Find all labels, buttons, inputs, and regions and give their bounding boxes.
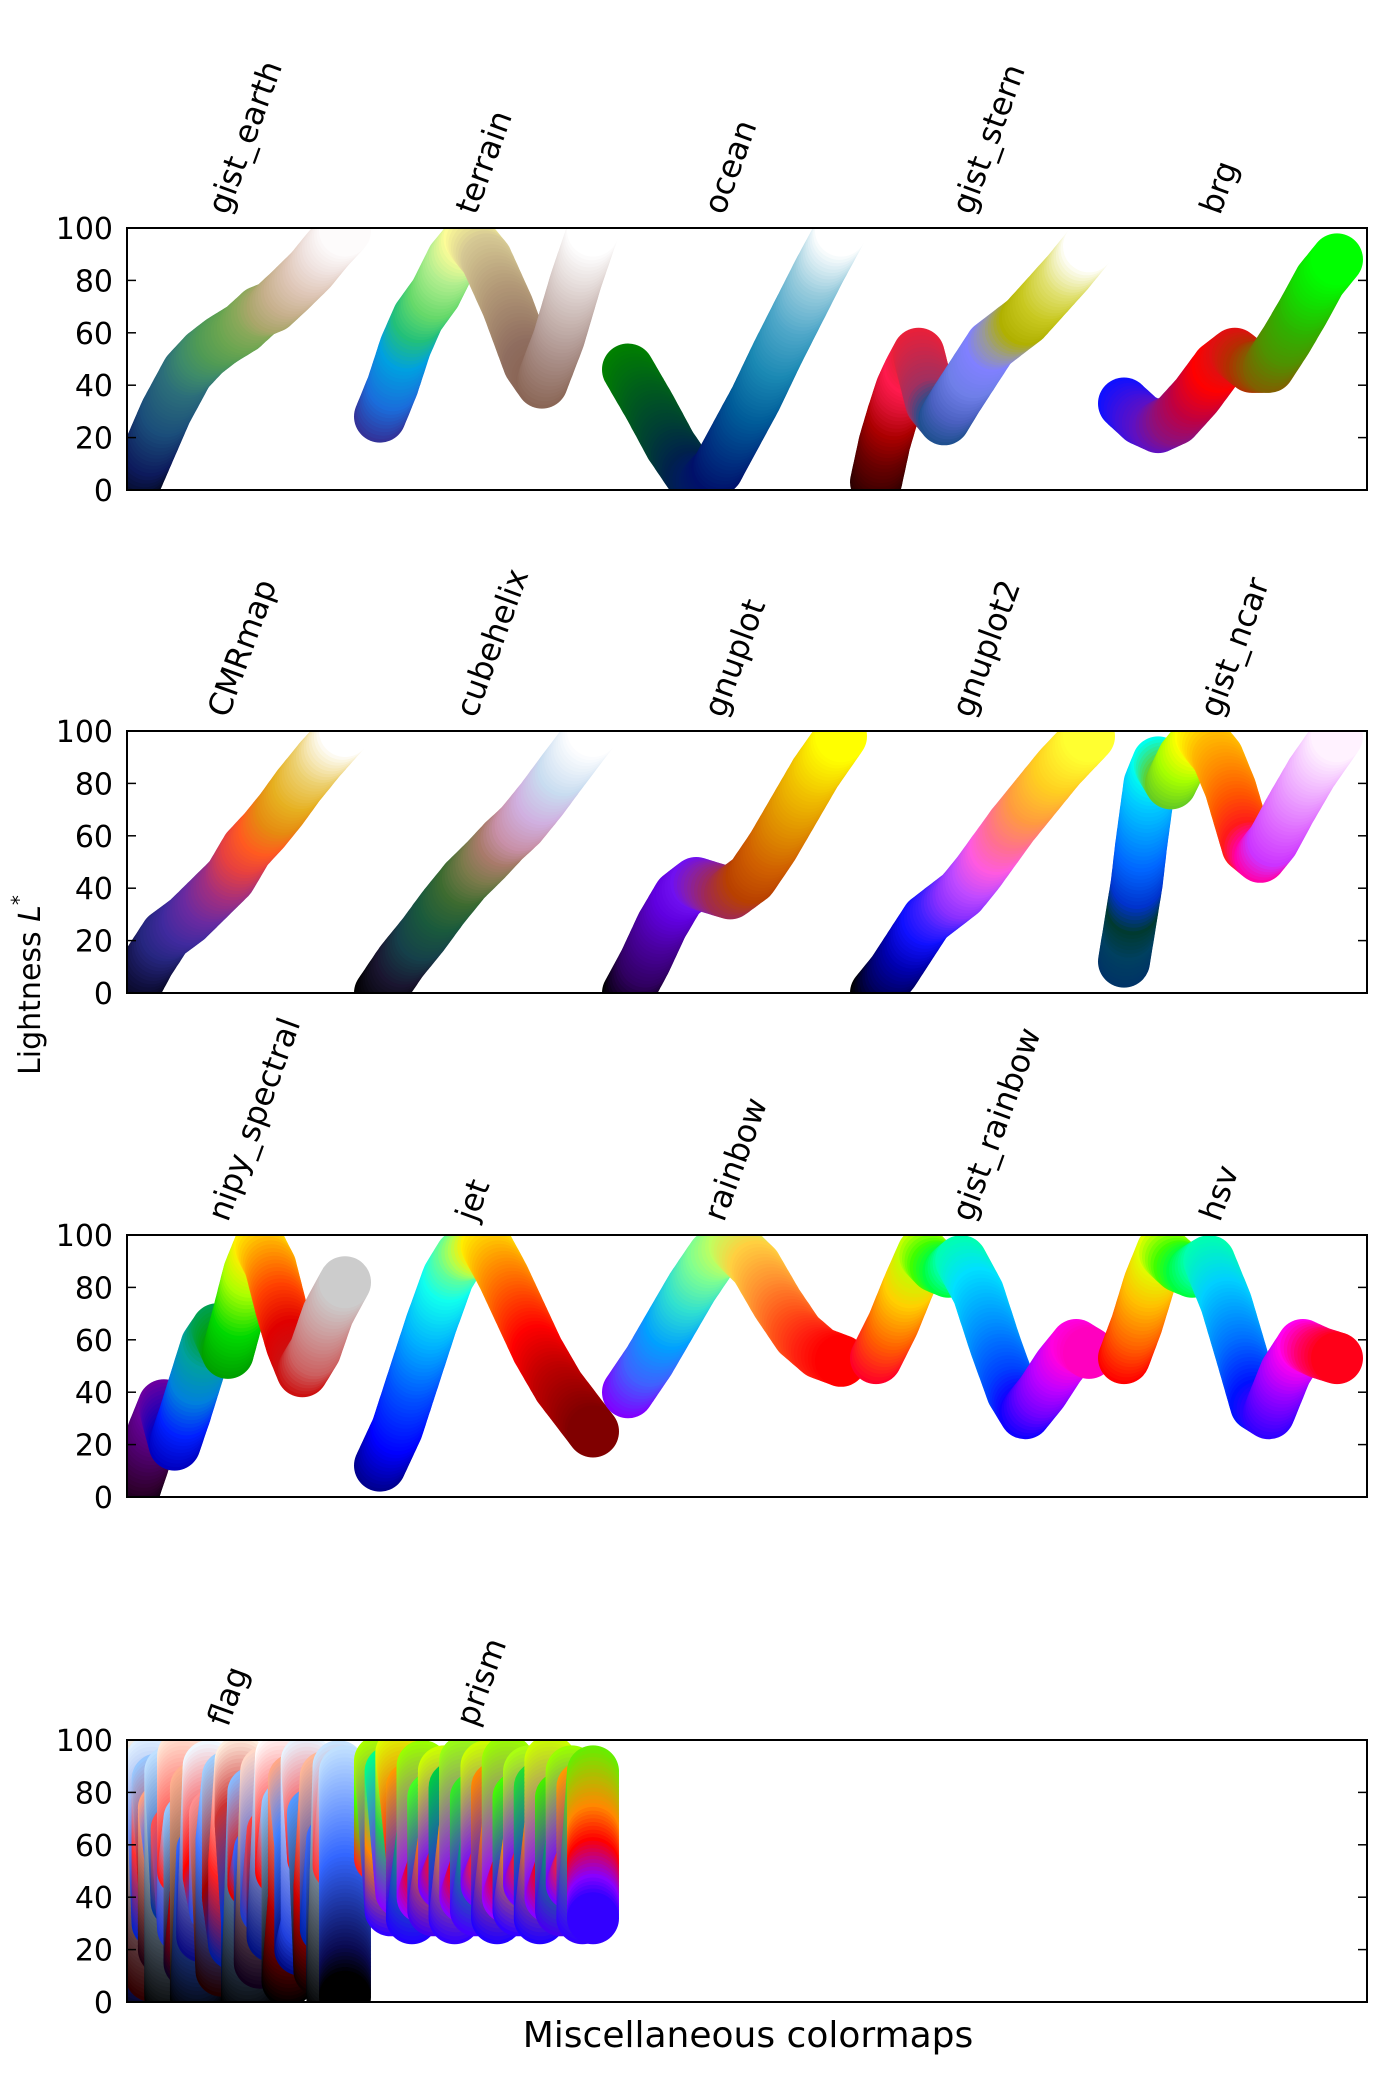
y-tick-label: 100 bbox=[56, 1219, 113, 1254]
data-point bbox=[567, 228, 619, 257]
axes-frame bbox=[126, 227, 1368, 491]
y-tick-label: 0 bbox=[94, 1481, 113, 1516]
data-point bbox=[815, 731, 867, 763]
subplot-1: gist_earth terrain ocean gist_stern brg02040… bbox=[56, 56, 1368, 509]
series-gist_ncar bbox=[1098, 731, 1363, 988]
subplots: gist_earth terrain ocean gist_stern brg02040… bbox=[56, 56, 1368, 2021]
y-tick-label: 0 bbox=[94, 977, 113, 1012]
series-gist_earth bbox=[127, 228, 371, 490]
series-nipy_spectral bbox=[127, 1235, 371, 1497]
data-point bbox=[319, 228, 371, 257]
data-point bbox=[1311, 731, 1363, 763]
y-tick-label: 20 bbox=[75, 925, 113, 960]
series-gnuplot2 bbox=[850, 731, 1115, 993]
axes-frame bbox=[126, 730, 1368, 994]
data-point bbox=[567, 731, 619, 757]
series-prism bbox=[354, 1740, 619, 1945]
data-point bbox=[319, 1256, 371, 1309]
series-brg bbox=[1098, 233, 1363, 454]
y-tick-label: 20 bbox=[75, 422, 113, 457]
subplot-markers bbox=[127, 1740, 619, 2002]
subplot-markers bbox=[127, 228, 1363, 490]
data-point bbox=[319, 731, 371, 757]
y-tick-label: 40 bbox=[75, 369, 113, 404]
y-tick-label: 40 bbox=[75, 1376, 113, 1411]
data-point bbox=[567, 1405, 619, 1458]
data-point bbox=[319, 1970, 371, 2002]
y-tick-label: 80 bbox=[75, 767, 113, 802]
axes-frame bbox=[126, 1234, 1368, 1498]
data-point bbox=[1311, 233, 1363, 286]
data-point bbox=[1311, 1332, 1363, 1385]
subplot-2: CMRmap cubehelix gnuplot gnuplot2 gist_ncar0… bbox=[56, 563, 1368, 1012]
data-point bbox=[1063, 731, 1115, 763]
series-cubehelix bbox=[354, 731, 619, 993]
y-tick-label: 40 bbox=[75, 872, 113, 907]
y-tick-label: 60 bbox=[75, 820, 113, 855]
series-jet bbox=[354, 1235, 619, 1492]
y-tick-label: 20 bbox=[75, 1429, 113, 1464]
series-hsv bbox=[1098, 1235, 1363, 1440]
y-tick-label: 80 bbox=[75, 264, 113, 299]
y-tick-label: 100 bbox=[56, 212, 113, 247]
y-tick-label: 0 bbox=[94, 474, 113, 509]
series-terrain bbox=[354, 228, 619, 443]
data-point bbox=[815, 228, 867, 257]
series-gist_rainbow bbox=[850, 1235, 1115, 1440]
y-tick-label: 60 bbox=[75, 1324, 113, 1359]
series-ocean bbox=[602, 228, 867, 490]
y-tick-label: 80 bbox=[75, 1271, 113, 1306]
subplot-markers bbox=[127, 731, 1363, 993]
subplot-markers bbox=[127, 1235, 1363, 1497]
y-tick-label: 60 bbox=[75, 317, 113, 352]
series-CMRmap bbox=[127, 731, 371, 993]
series-flag bbox=[127, 1740, 371, 2002]
series-gnuplot bbox=[602, 731, 867, 993]
series-rainbow bbox=[602, 1235, 867, 1419]
data-point bbox=[1063, 228, 1115, 273]
y-tick-label: 100 bbox=[56, 715, 113, 750]
series-gist_stern bbox=[850, 228, 1115, 490]
